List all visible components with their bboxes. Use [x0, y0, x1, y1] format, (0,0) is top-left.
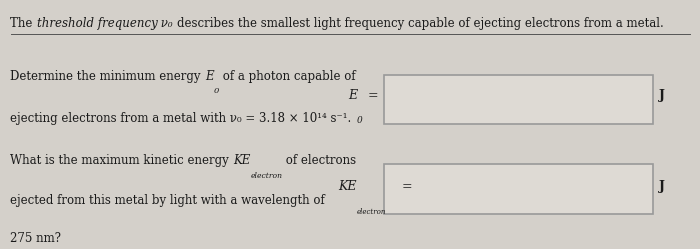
- Text: electron: electron: [251, 172, 282, 180]
- FancyBboxPatch shape: [384, 164, 653, 214]
- Text: ejected from this metal by light with a wavelength of: ejected from this metal by light with a …: [10, 194, 326, 207]
- Text: E: E: [205, 70, 214, 83]
- Text: J: J: [659, 89, 665, 102]
- FancyBboxPatch shape: [384, 75, 653, 124]
- Text: The: The: [10, 17, 36, 30]
- Text: of a photon capable of: of a photon capable of: [219, 70, 356, 83]
- Text: J: J: [659, 180, 665, 193]
- Text: ejecting electrons from a metal with ν₀ = 3.18 × 10¹⁴ s⁻¹.: ejecting electrons from a metal with ν₀ …: [10, 112, 351, 125]
- Text: threshold frequency: threshold frequency: [36, 17, 158, 30]
- Text: describes the smallest light frequency capable of ejecting electrons from a meta: describes the smallest light frequency c…: [176, 17, 664, 30]
- Text: =: =: [364, 89, 379, 102]
- Text: 0: 0: [214, 87, 219, 95]
- Text: of electrons: of electrons: [282, 154, 356, 167]
- Text: 0: 0: [214, 87, 219, 95]
- Text: =: =: [398, 180, 412, 193]
- Text: KE: KE: [233, 154, 251, 167]
- Text: electron: electron: [251, 172, 282, 180]
- Text: 275 nm?: 275 nm?: [10, 232, 62, 245]
- Text: ν₀: ν₀: [158, 17, 176, 30]
- Text: What is the maximum kinetic energy: What is the maximum kinetic energy: [10, 154, 233, 167]
- Text: E: E: [348, 89, 357, 102]
- Text: Determine the minimum energy: Determine the minimum energy: [10, 70, 204, 83]
- Text: 0: 0: [357, 116, 363, 125]
- Text: KE: KE: [338, 180, 356, 193]
- Text: electron: electron: [357, 208, 386, 216]
